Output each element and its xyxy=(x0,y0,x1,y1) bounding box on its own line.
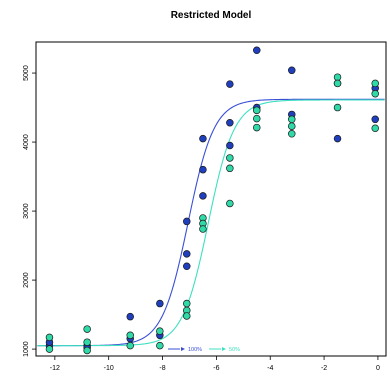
data-point-50% xyxy=(156,341,164,350)
data-point-50% xyxy=(288,122,296,130)
data-point-50% xyxy=(371,90,379,98)
x-tick-label: -10 xyxy=(104,365,114,372)
data-point-100% xyxy=(126,312,134,321)
x-tick-label: -4 xyxy=(267,365,273,372)
legend: 100% 50% xyxy=(168,347,240,353)
data-point-50% xyxy=(333,103,342,112)
data-point-50% xyxy=(83,346,91,355)
data-point-100% xyxy=(226,118,234,127)
data-point-100% xyxy=(199,134,207,143)
fit-curve-100% xyxy=(37,98,385,347)
y-tick-label: 3000 xyxy=(23,203,30,219)
data-point-50% xyxy=(183,299,191,308)
data-point-100% xyxy=(183,262,191,271)
data-point-100% xyxy=(199,192,207,200)
data-point-100% xyxy=(253,46,261,55)
y-tick-label: 5000 xyxy=(23,65,30,81)
data-point-50% xyxy=(226,164,234,173)
data-point-50% xyxy=(45,345,54,353)
data-point-100% xyxy=(226,141,234,150)
data-point-50% xyxy=(371,124,379,133)
axes: -12 -10 -8 -6 -4 -2 0 1000 2000 3000 4000 5000 xyxy=(23,41,387,372)
data-point-50% xyxy=(226,199,234,208)
data-point-50% xyxy=(288,115,296,124)
data-point-50% xyxy=(253,114,261,123)
y-tick-label: 1000 xyxy=(23,341,30,357)
data-point-50% xyxy=(83,338,91,346)
chart-title: Restricted Model xyxy=(171,10,252,21)
data-point-50% xyxy=(288,130,296,138)
data-point-50% xyxy=(333,79,342,88)
data-point-50% xyxy=(183,312,191,320)
fit-curve-50% xyxy=(37,99,385,347)
data-point-100% xyxy=(156,299,164,308)
legend-arrow-50% xyxy=(222,347,226,351)
data-points xyxy=(45,46,379,355)
data-point-100% xyxy=(371,115,379,124)
data-point-50% xyxy=(199,225,207,233)
x-tick-label: -2 xyxy=(321,365,327,372)
data-point-100% xyxy=(288,66,296,75)
data-point-50% xyxy=(333,73,342,81)
data-point-100% xyxy=(183,250,191,258)
x-tick-label: -8 xyxy=(159,365,165,372)
legend-entry-label: 100% xyxy=(188,347,202,353)
data-point-50% xyxy=(253,123,261,132)
legend-entry-label: 50% xyxy=(229,347,240,353)
data-point-100% xyxy=(183,217,191,226)
x-tick-label: -12 xyxy=(50,365,60,372)
y-tick-label: 2000 xyxy=(23,272,30,288)
data-point-50% xyxy=(126,331,134,340)
data-point-50% xyxy=(83,325,91,333)
data-point-50% xyxy=(45,333,54,342)
plot-frame xyxy=(35,41,387,357)
x-tick-label: 0 xyxy=(376,365,380,372)
data-point-50% xyxy=(371,79,379,88)
data-point-50% xyxy=(253,106,261,115)
data-point-100% xyxy=(199,165,207,174)
data-point-50% xyxy=(126,341,134,350)
y-tick-label: 4000 xyxy=(23,134,30,150)
data-point-50% xyxy=(226,154,234,162)
x-tick-label: -6 xyxy=(213,365,219,372)
data-point-100% xyxy=(226,80,234,88)
data-point-100% xyxy=(333,134,342,143)
fit-curves xyxy=(37,98,385,347)
data-point-50% xyxy=(156,327,164,335)
legend-arrow-100% xyxy=(181,347,185,351)
